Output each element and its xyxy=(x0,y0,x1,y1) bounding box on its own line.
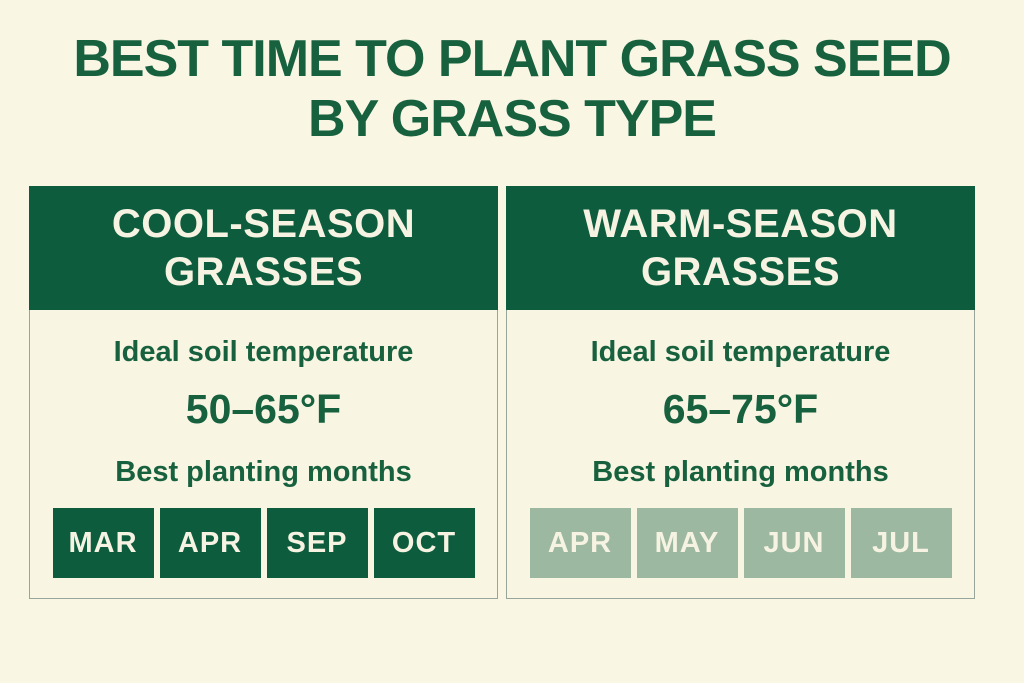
month-badge-apr-warm: APR xyxy=(529,508,631,578)
cool-season-card-body: Ideal soil temperature 50–65°F Best plan… xyxy=(30,310,497,598)
cool-season-title-line2: GRASSES xyxy=(163,250,364,294)
cool-soil-temp-value: 50–65°F xyxy=(185,386,342,432)
cool-months-row: MAR APR SEP OCT xyxy=(52,508,475,578)
grass-type-columns: COOL-SEASON GRASSES Ideal soil temperatu… xyxy=(29,186,975,599)
warm-months-label: Best planting months xyxy=(592,456,889,488)
warm-season-card: WARM-SEASON GRASSES Ideal soil temperatu… xyxy=(506,186,975,599)
month-badge-jul: JUL xyxy=(850,508,952,578)
warm-season-card-header: WARM-SEASON GRASSES xyxy=(506,186,975,310)
month-badge-sep: SEP xyxy=(266,508,368,578)
cool-season-card-header: COOL-SEASON GRASSES xyxy=(29,186,498,310)
warm-season-title-line2: GRASSES xyxy=(640,250,841,294)
cool-months-label: Best planting months xyxy=(115,456,412,488)
warm-months-row: APR MAY JUN JUL xyxy=(529,508,952,578)
month-badge-jun: JUN xyxy=(743,508,845,578)
cool-season-card: COOL-SEASON GRASSES Ideal soil temperatu… xyxy=(29,186,498,599)
page-title-line1: BEST TIME TO PLANT GRASS SEED xyxy=(73,30,951,88)
month-badge-mar: MAR xyxy=(52,508,154,578)
page-title-line2: BY GRASS TYPE xyxy=(308,89,717,148)
warm-season-title-line1: WARM-SEASON xyxy=(583,202,898,246)
month-badge-apr: APR xyxy=(159,508,261,578)
cool-soil-temp-label: Ideal soil temperature xyxy=(113,336,414,368)
page-title: BEST TIME TO PLANT GRASS SEED BY GRASS T… xyxy=(0,0,1024,150)
warm-season-card-body: Ideal soil temperature 65–75°F Best plan… xyxy=(507,310,974,598)
warm-soil-temp-label: Ideal soil temperature xyxy=(590,336,891,368)
cool-season-title-line1: COOL-SEASON xyxy=(111,202,416,246)
warm-soil-temp-value: 65–75°F xyxy=(662,386,819,432)
month-badge-oct: OCT xyxy=(373,508,475,578)
month-badge-may: MAY xyxy=(636,508,738,578)
